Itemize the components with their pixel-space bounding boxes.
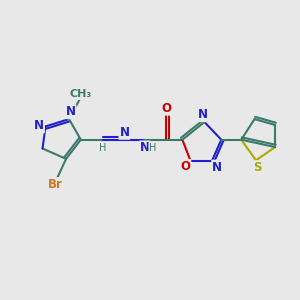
Text: N: N: [119, 126, 129, 139]
Text: CH₃: CH₃: [70, 89, 92, 99]
Text: O: O: [180, 160, 190, 173]
Text: H: H: [99, 143, 106, 153]
Text: N: N: [34, 119, 44, 132]
Text: N: N: [212, 160, 222, 174]
Text: O: O: [161, 102, 171, 115]
Text: N: N: [65, 105, 76, 118]
Text: N: N: [140, 141, 150, 154]
Text: H: H: [149, 143, 157, 153]
Text: S: S: [253, 161, 262, 174]
Text: Br: Br: [48, 178, 63, 191]
Text: N: N: [198, 108, 208, 121]
